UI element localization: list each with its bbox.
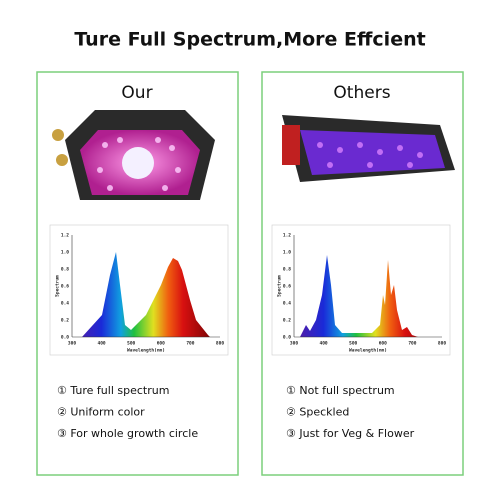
y-tick-label: 0.0 bbox=[61, 335, 69, 341]
x-tick-label: 400 bbox=[98, 341, 106, 347]
x-axis-label: Wavelength(nm) bbox=[127, 348, 165, 354]
x-tick-label: 600 bbox=[157, 341, 165, 347]
y-tick-label: 0.0 bbox=[283, 335, 291, 341]
y-tick-label: 0.8 bbox=[61, 267, 69, 273]
lamp-image bbox=[52, 110, 215, 200]
feature-point: ② Uniform color bbox=[57, 406, 145, 419]
y-axis-label: Spectrum bbox=[277, 275, 283, 297]
lamp-image bbox=[282, 115, 455, 182]
y-tick-label: 1.0 bbox=[283, 250, 291, 256]
feature-point: ③ For whole growth circle bbox=[57, 427, 198, 440]
y-tick-label: 1.0 bbox=[61, 250, 69, 256]
y-tick-label: 0.6 bbox=[61, 284, 69, 290]
x-tick-label: 400 bbox=[320, 341, 328, 347]
y-tick-label: 0.4 bbox=[61, 301, 69, 307]
x-tick-label: 500 bbox=[127, 341, 135, 347]
x-axis-label: Wavelength(nm) bbox=[349, 348, 387, 354]
feature-point: ③ Just for Veg & Flower bbox=[286, 427, 415, 440]
title: Ture Full Spectrum,More Effcient bbox=[74, 29, 425, 51]
feature-point: ① Ture full spectrum bbox=[57, 384, 169, 397]
spectrum-curve bbox=[82, 252, 210, 337]
spectrum-curve bbox=[300, 255, 418, 337]
x-tick-label: 700 bbox=[186, 341, 194, 347]
x-tick-label: 300 bbox=[68, 341, 76, 347]
spectrum-chart: 0.0 0.2 0.4 0.6 0.8 1.0 1.2 300 400 500 600 700 800 S… bbox=[277, 233, 447, 354]
x-tick-label: 700 bbox=[408, 341, 416, 347]
x-tick-label: 600 bbox=[379, 341, 387, 347]
spectrum-chart: 0.0 0.2 0.4 0.6 0.8 1.0 1.2 300 400 500 600 700 800 S… bbox=[55, 233, 225, 354]
y-tick-label: 1.2 bbox=[61, 233, 69, 239]
x-tick-label: 800 bbox=[216, 341, 224, 347]
panel-frame bbox=[36, 71, 239, 476]
x-tick-label: 300 bbox=[290, 341, 298, 347]
y-tick-label: 0.2 bbox=[283, 318, 291, 324]
y-tick-label: 0.8 bbox=[283, 267, 291, 273]
panel-frame bbox=[261, 71, 464, 476]
x-tick-label: 800 bbox=[438, 341, 446, 347]
y-axis-label: Spectrum bbox=[55, 275, 61, 297]
y-tick-label: 0.2 bbox=[61, 318, 69, 324]
panel-heading: Our bbox=[121, 83, 152, 103]
y-tick-label: 1.2 bbox=[283, 233, 291, 239]
feature-point: ② Speckled bbox=[286, 406, 349, 419]
panel-heading: Others bbox=[333, 83, 390, 103]
feature-point: ① Not full spectrum bbox=[286, 384, 395, 397]
y-tick-label: 0.6 bbox=[283, 284, 291, 290]
x-tick-label: 500 bbox=[349, 341, 357, 347]
y-tick-label: 0.4 bbox=[283, 301, 291, 307]
chart-frame bbox=[271, 224, 451, 356]
